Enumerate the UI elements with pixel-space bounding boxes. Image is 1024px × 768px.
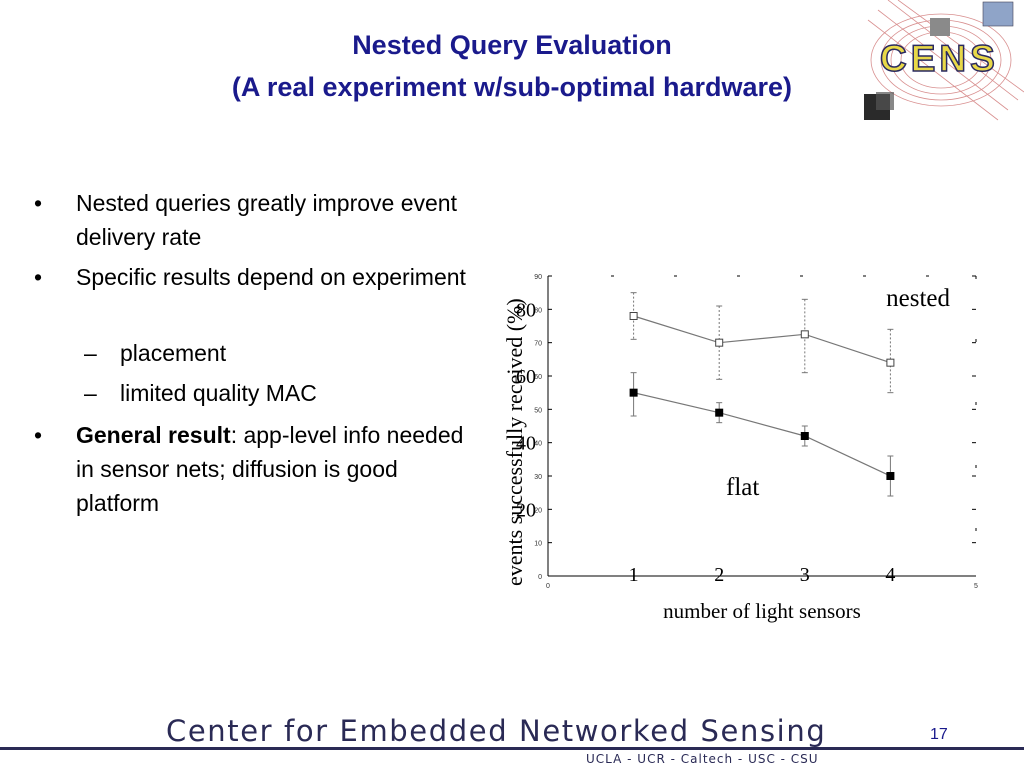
x-tick-label: 4 [885, 564, 895, 586]
chart: events successfully received (%) 0102030… [502, 274, 978, 623]
bullet-marker: • [34, 422, 43, 448]
sub-bullet-text: limited quality MAC [120, 380, 317, 406]
footer-title: Center for Embedded Networked Sensing [166, 714, 827, 748]
sub-bullet-marker: – [84, 340, 97, 366]
y-tick-label: 80 [516, 299, 536, 321]
y-axis-label: events successfully received (%) [502, 298, 527, 586]
y-tick-label-small: 20 [534, 507, 542, 514]
bullet-marker: • [34, 190, 43, 216]
data-point-nested [886, 358, 895, 367]
slide-title-line2: (A real experiment w/sub-optimal hardwar… [231, 72, 793, 102]
bullet-text: Nested queries greatly improve event del… [76, 190, 457, 250]
bullet-text: Specific results depend on experiment [76, 264, 466, 290]
data-point-flat [800, 432, 809, 440]
bullet-bold-text: General result [76, 422, 231, 448]
bullet-marker: • [34, 264, 43, 290]
y-tick-label-small: 60 [534, 374, 542, 381]
x-tick-label: 3 [800, 564, 810, 586]
x-axis-label: number of light sensors [663, 599, 861, 623]
y-tick-label-small: 30 [534, 474, 542, 481]
series-line-flat [633, 392, 891, 477]
data-point-nested [629, 312, 638, 320]
data-point-flat [715, 408, 724, 417]
x-tick-label: 1 [629, 564, 639, 586]
y-tick-label-small: 10 [534, 541, 542, 548]
data-point-flat [629, 388, 638, 397]
series-label-flat: flat [726, 474, 759, 501]
data-point-nested [800, 330, 809, 339]
series-label-nested: nested [886, 285, 950, 312]
sub-bullet-text: placement [120, 340, 227, 366]
x-tick-label: 2 [714, 564, 724, 586]
y-tick-label: 60 [516, 366, 536, 388]
footer-divider [0, 747, 1024, 750]
y-tick-label-small: 40 [534, 441, 542, 448]
series-line-nested [633, 315, 891, 364]
cens-logo-graphic-icon [864, 0, 1024, 121]
data-point-flat [886, 472, 895, 480]
y-tick-label: 40 [516, 433, 536, 455]
bullet-rest-text: : app-level info needed in sensor nets; … [76, 422, 464, 516]
bullet-text: General result: app-level info needed in… [76, 418, 486, 520]
x-tick-label-small: 5 [974, 583, 978, 590]
y-tick-label-small: 90 [534, 274, 542, 281]
cens-logo-text: CENS [879, 37, 999, 80]
y-tick-label-small: 70 [534, 341, 542, 348]
data-point-nested [715, 338, 724, 347]
page-number: 17 [930, 726, 948, 743]
y-tick-label: 20 [516, 499, 536, 521]
y-tick-label-small: 0 [538, 574, 542, 581]
footer-subtitle: UCLA - UCR - Caltech - USC - CSU [586, 752, 819, 766]
x-tick-label-small: 0 [546, 583, 550, 590]
y-tick-label-small: 50 [534, 407, 542, 414]
sub-bullet-marker: – [84, 380, 97, 406]
slide-title-line1: Nested Query Evaluation [352, 30, 672, 60]
chart-plot-area: 0 10 20 30 40 50 60 70 80 90 0 5 20 40 60 80 1 2 3 4 number … [516, 274, 978, 623]
y-tick-label-small: 80 [534, 307, 542, 314]
